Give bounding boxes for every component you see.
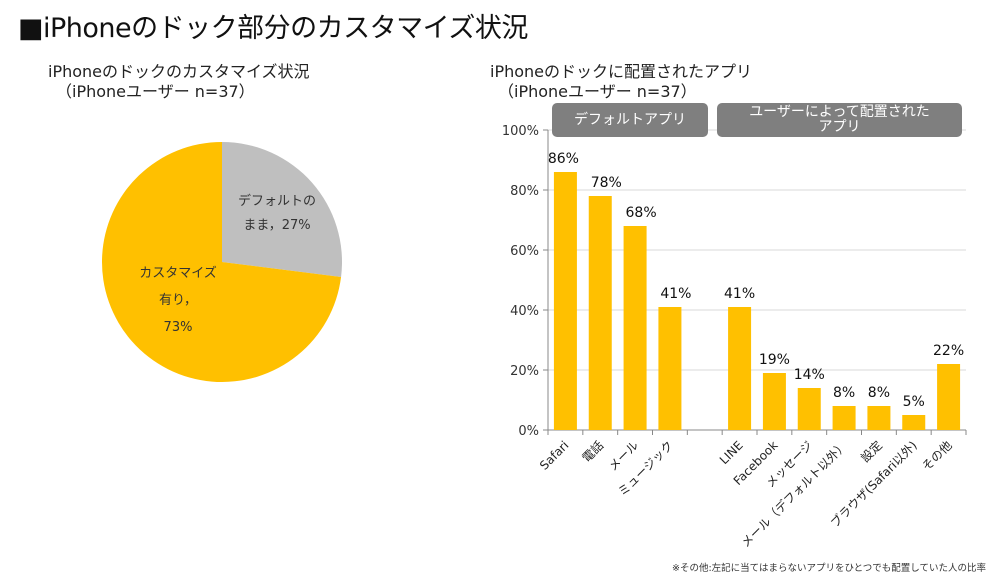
bar-title-line: iPhoneのドックに配置されたアプリ bbox=[490, 62, 753, 81]
data-label: 41% bbox=[660, 286, 691, 302]
pie-subtitle: （iPhoneユーザー n=37） bbox=[56, 82, 255, 101]
data-label: 78% bbox=[591, 175, 622, 191]
pie-chart-title: iPhoneのドックのカスタマイズ状況 （iPhoneユーザー n=37） bbox=[48, 62, 310, 102]
pie-label-line: デフォルトの bbox=[238, 193, 316, 209]
pie-slice-customized bbox=[101, 142, 342, 382]
x-category-label: その他 bbox=[919, 438, 954, 473]
group-header-line: アプリ bbox=[818, 119, 861, 135]
group-header-default-apps: デフォルトアプリ bbox=[552, 103, 708, 137]
x-category-label: LINE bbox=[717, 438, 746, 467]
bar-chart-title: iPhoneのドックに配置されたアプリ （iPhoneユーザー n=37） bbox=[490, 62, 752, 102]
group-header-line: デフォルトアプリ bbox=[574, 111, 686, 128]
data-label: 68% bbox=[626, 205, 657, 221]
data-label: 5% bbox=[903, 394, 925, 410]
y-tick-label: 20% bbox=[510, 364, 539, 379]
data-label: 8% bbox=[868, 385, 890, 401]
x-category-label: Safari bbox=[537, 438, 572, 473]
group-header-label: ユーザーによって配置された アプリ bbox=[749, 105, 930, 135]
y-tick-label: 0% bbox=[518, 424, 539, 439]
data-label: 8% bbox=[833, 385, 855, 401]
data-label: 22% bbox=[933, 343, 964, 359]
group-header-user-apps: ユーザーによって配置された アプリ bbox=[717, 103, 962, 137]
data-label: 41% bbox=[724, 286, 755, 302]
y-tick-label: 40% bbox=[510, 304, 539, 319]
x-category-label: 電話 bbox=[579, 438, 607, 466]
bar-1 bbox=[588, 196, 612, 430]
y-tick-label: 80% bbox=[510, 184, 539, 199]
bar-0 bbox=[553, 172, 577, 430]
group-header-label: デフォルトアプリ bbox=[574, 111, 686, 128]
data-label: 86% bbox=[548, 151, 579, 167]
pie-label-default: デフォルトのまま，27% bbox=[238, 193, 316, 233]
bar-2 bbox=[623, 226, 647, 430]
bar-subtitle: （iPhoneユーザー n=37） bbox=[498, 82, 697, 101]
page-title: ■iPhoneのドック部分のカスタマイズ状況 bbox=[18, 13, 528, 44]
x-category-label: 設定 bbox=[857, 438, 885, 466]
bar-8 bbox=[832, 406, 856, 430]
bar-9 bbox=[867, 406, 891, 430]
bar-5 bbox=[728, 307, 752, 430]
y-tick-label: 60% bbox=[510, 244, 539, 259]
bar-3 bbox=[658, 307, 682, 430]
y-tick-label: 100% bbox=[502, 124, 539, 139]
bar-6 bbox=[762, 373, 786, 430]
pie-label-line: 73% bbox=[164, 320, 193, 335]
data-label: 19% bbox=[759, 352, 790, 368]
pie-label-line: 有り， bbox=[159, 293, 197, 308]
pie-slice-default bbox=[222, 142, 342, 278]
footnote: ※その他:左記に当てはまらないアプリをひとつでも配置していた人の比率 bbox=[672, 563, 987, 574]
bar-11 bbox=[937, 364, 961, 430]
bar-7 bbox=[797, 388, 821, 430]
group-header-line: ユーザーによって配置された bbox=[749, 104, 930, 120]
data-label: 14% bbox=[794, 367, 825, 383]
pie-title-line: iPhoneのドックのカスタマイズ状況 bbox=[48, 62, 310, 81]
pie-label-line: カスタマイズ bbox=[139, 265, 217, 281]
pie-label-line: まま，27% bbox=[243, 218, 310, 233]
bar-10 bbox=[902, 415, 926, 430]
pie-label-customized: カスタマイズ有り， 73% bbox=[139, 265, 217, 335]
